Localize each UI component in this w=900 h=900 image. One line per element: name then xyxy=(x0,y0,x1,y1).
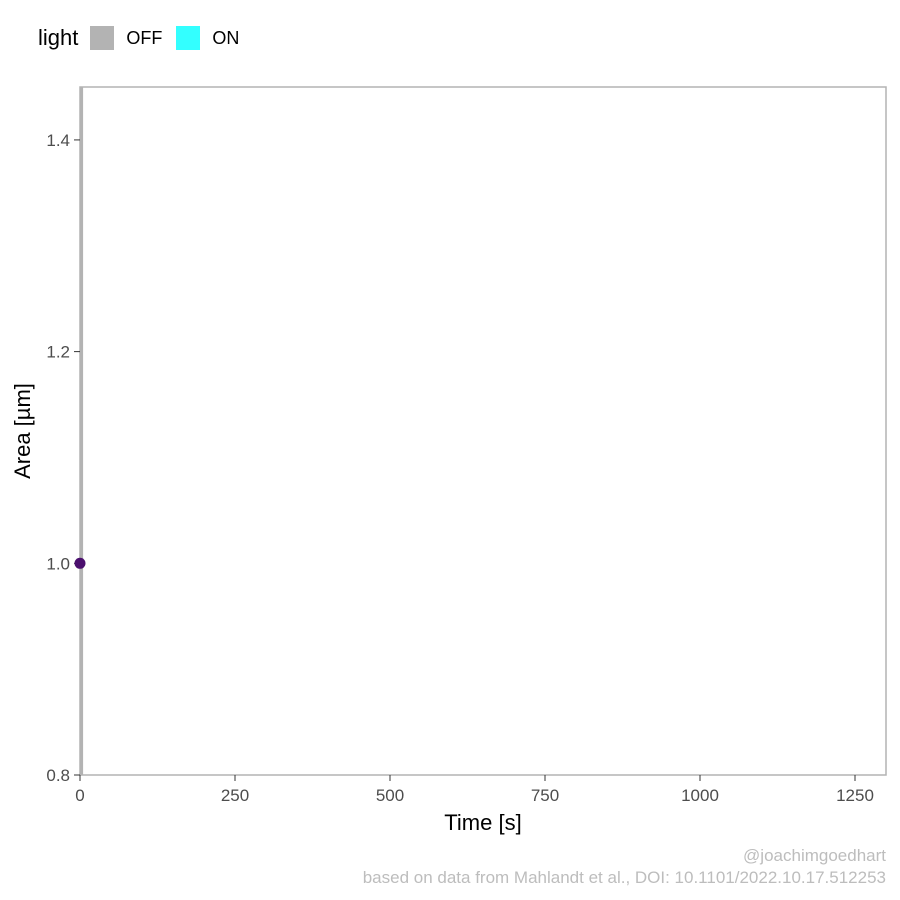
caption-handle: @joachimgoedhart xyxy=(743,846,886,865)
legend: light OFF ON xyxy=(38,24,253,52)
x-tick-label: 0 xyxy=(75,786,84,805)
x-tick-label: 500 xyxy=(376,786,404,805)
legend-swatch-on xyxy=(176,26,201,50)
y-tick-label: 1.2 xyxy=(46,343,70,362)
x-tick-label: 250 xyxy=(221,786,249,805)
light-band-off xyxy=(80,87,84,775)
legend-label-off: OFF xyxy=(126,27,163,48)
legend-item-on: ON xyxy=(176,26,239,50)
x-axis-label: Time [s] xyxy=(444,810,521,835)
data-point xyxy=(74,557,86,569)
y-axis-label: Area [µm] xyxy=(10,383,35,479)
legend-swatch-off xyxy=(90,26,115,50)
y-tick-label: 1.0 xyxy=(46,554,70,573)
plot-panel-border xyxy=(79,86,887,776)
legend-title: light xyxy=(38,25,79,50)
legend-item-off: OFF xyxy=(90,26,162,50)
caption-source: based on data from Mahlandt et al., DOI:… xyxy=(362,868,886,887)
x-tick-label: 1000 xyxy=(681,786,719,805)
x-tick-label: 1250 xyxy=(836,786,874,805)
x-tick-label: 750 xyxy=(531,786,559,805)
y-tick-label: 1.4 xyxy=(46,131,70,150)
y-tick-label: 0.8 xyxy=(46,766,70,785)
legend-label-on: ON xyxy=(212,27,240,48)
